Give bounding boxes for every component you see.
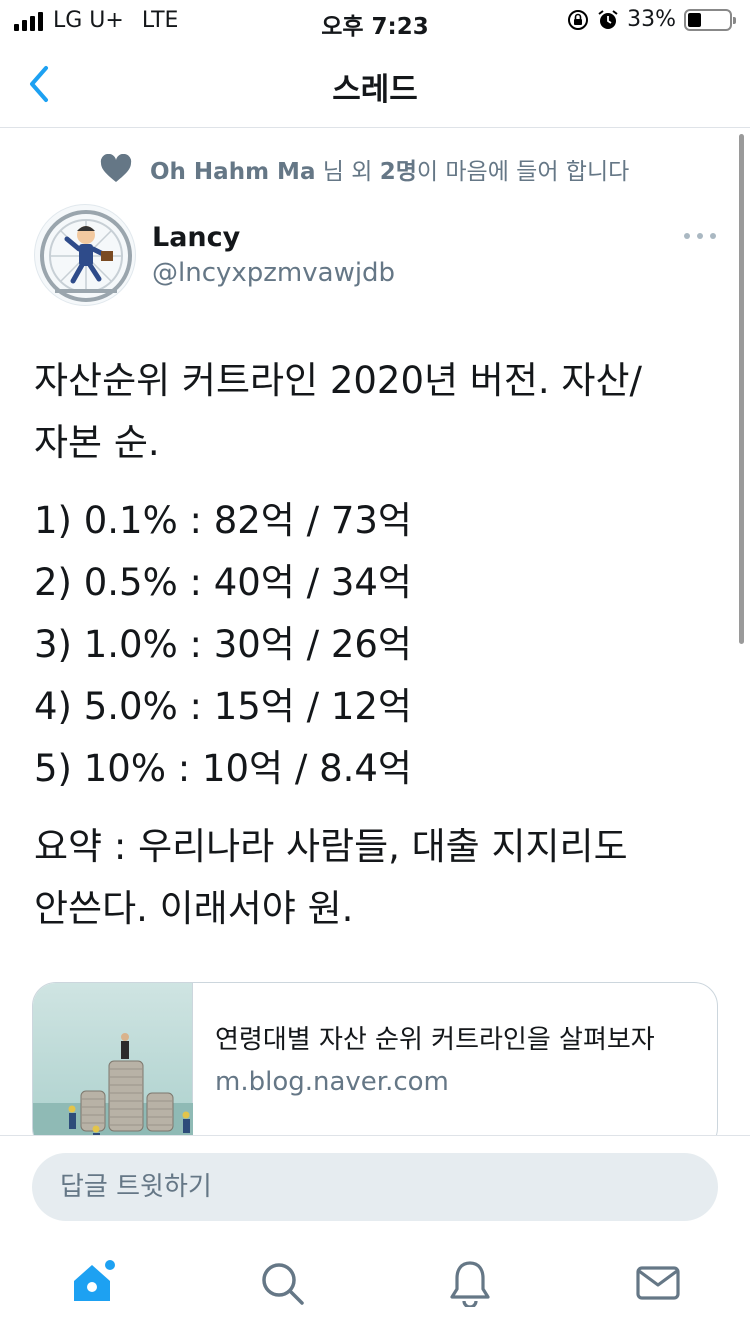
network-label: LTE [141, 8, 179, 33]
status-bar: LG U+ LTE 오후 7:23 33% [0, 0, 750, 42]
liker-count: 2명 [379, 159, 417, 185]
avatar-image [40, 210, 132, 302]
liker-suffix-2: 이 마음에 들어 합니다 [416, 159, 630, 185]
rotation-lock-icon [568, 9, 589, 30]
alarm-icon [598, 9, 618, 29]
tweet-line: 2) 0.5% : 40억 / 34억 [34, 561, 412, 604]
liker-name: Oh Hahm Ma [150, 159, 316, 185]
signal-icon [14, 11, 43, 31]
tweet-text: 자산순위 커트라인 2020년 버전. 자산/ 자본 순. 1) 0.1% : … [34, 350, 724, 956]
messages-icon[interactable] [634, 1259, 682, 1307]
notifications-icon[interactable] [446, 1259, 494, 1307]
battery-icon [684, 8, 736, 31]
nav-bar: 스레드 [0, 42, 750, 128]
tweet-line: 1) 0.1% : 82억 / 73억 [34, 499, 412, 542]
author-handle[interactable]: @lncyxpzmvawjdb [152, 258, 396, 288]
tweet-line: 자본 순. [34, 421, 160, 464]
author-name[interactable]: Lancy [152, 222, 241, 253]
home-icon[interactable] [70, 1259, 118, 1307]
tweet-paragraph: 요약 : 우리나라 사람들, 대출 지지리도 안쓴다. 이래서야 원. [34, 816, 724, 940]
heart-icon [100, 154, 132, 182]
tab-bar [0, 1235, 750, 1334]
reply-bar [0, 1135, 750, 1235]
tweet-line: 요약 : 우리나라 사람들, 대출 지지리도 [34, 825, 628, 868]
battery-percent: 33% [627, 7, 676, 32]
tweet-line: 3) 1.0% : 30억 / 26억 [34, 623, 412, 666]
tweet-line: 5) 10% : 10억 / 8.4억 [34, 747, 412, 790]
tweet-paragraph: 자산순위 커트라인 2020년 버전. 자산/ 자본 순. [34, 350, 724, 474]
reply-input[interactable] [32, 1153, 718, 1221]
link-card-title: 연령대별 자산 순위 커트라인을 살펴보자 [215, 1025, 655, 1055]
social-context[interactable]: Oh Hahm Ma 님 외 2명이 마음에 들어 합니다 [100, 152, 629, 186]
page-title: 스레드 [332, 72, 418, 108]
coin-stack-image [33, 1033, 193, 1135]
more-icon[interactable] [684, 218, 716, 254]
status-left: LG U+ LTE [14, 8, 178, 33]
carrier-label: LG U+ [53, 8, 124, 33]
link-card-domain: m.blog.naver.com [215, 1067, 449, 1097]
scroll-indicator [739, 134, 744, 644]
liker-suffix-1: 님 외 [322, 159, 373, 185]
link-card-thumbnail [33, 983, 193, 1135]
social-context-text: Oh Hahm Ma 님 외 2명이 마음에 들어 합니다 [150, 152, 629, 186]
tweet-paragraph: 1) 0.1% : 82억 / 73억 2) 0.5% : 40억 / 34억 … [34, 490, 724, 800]
search-icon[interactable] [258, 1259, 306, 1307]
tweet-line: 4) 5.0% : 15억 / 12억 [34, 685, 412, 728]
status-time: 오후 7:23 [321, 14, 429, 40]
thread-content[interactable]: Oh Hahm Ma 님 외 2명이 마음에 들어 합니다 Lancy @lnc… [0, 128, 750, 1135]
link-card[interactable]: 연령대별 자산 순위 커트라인을 살펴보자 m.blog.naver.com [32, 982, 718, 1135]
status-right: 33% [567, 7, 736, 32]
avatar[interactable] [34, 204, 136, 306]
tweet-line: 안쓴다. 이래서야 원. [34, 887, 354, 930]
tweet-line: 자산순위 커트라인 2020년 버전. 자산/ [34, 359, 642, 402]
chevron-left-icon[interactable] [24, 64, 54, 104]
